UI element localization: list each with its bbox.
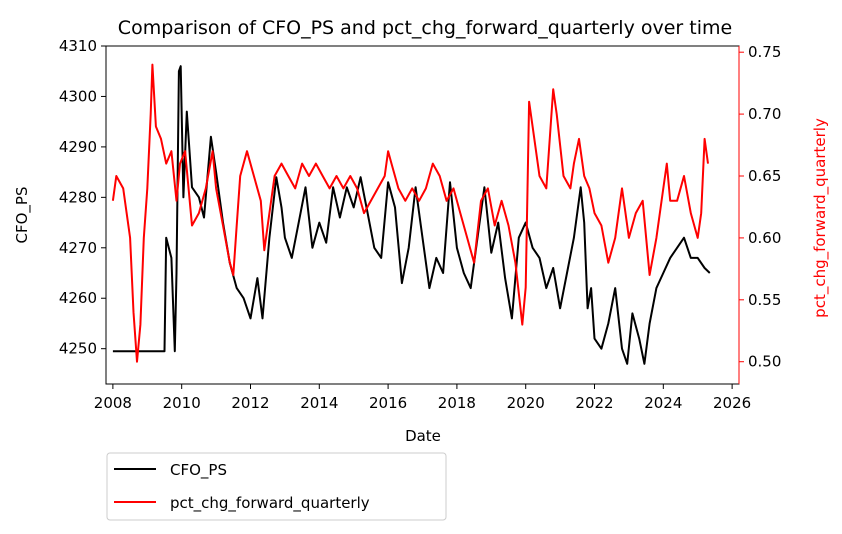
left-y-tick-label: 4260 <box>59 289 97 307</box>
left-y-tick-label: 4300 <box>59 87 97 105</box>
legend-label-cfo-ps: CFO_PS <box>170 461 227 480</box>
x-tick-label: 2026 <box>713 394 751 412</box>
x-axis-ticks: 2008 2010 2012 2014 2016 2018 2020 2022 2024 2026 <box>94 384 751 412</box>
x-tick-label: 2008 <box>94 394 132 412</box>
series-line-1 <box>111 63 709 363</box>
x-tick-label: 2020 <box>507 394 545 412</box>
right-y-axis-title: pct_chg_forward_quarterly <box>811 118 830 318</box>
right-y-tick-label: 0.55 <box>748 291 781 309</box>
x-tick-label: 2022 <box>575 394 613 412</box>
left-y-axis-ticks: 4250 4260 4270 4280 4290 4300 4310 <box>59 37 106 358</box>
x-tick-label: 2010 <box>163 394 201 412</box>
series-line-0 <box>112 65 711 365</box>
left-y-axis-title: CFO_PS <box>13 187 32 244</box>
right-y-tick-label: 0.70 <box>748 105 781 123</box>
chart-title: Comparison of CFO_PS and pct_chg_forward… <box>118 17 732 39</box>
x-tick-label: 2012 <box>231 394 269 412</box>
right-y-tick-label: 0.50 <box>748 353 781 371</box>
left-y-tick-label: 4310 <box>59 37 97 55</box>
left-y-tick-label: 4290 <box>59 138 97 156</box>
x-axis-title: Date <box>405 427 441 445</box>
left-y-tick-label: 4270 <box>59 239 97 257</box>
x-tick-label: 2014 <box>300 394 338 412</box>
left-y-tick-label: 4250 <box>59 340 97 358</box>
right-y-tick-label: 0.65 <box>748 167 781 185</box>
right-y-tick-label: 0.60 <box>748 229 781 247</box>
left-y-tick-label: 4280 <box>59 188 97 206</box>
right-y-axis-ticks: 0.50 0.55 0.60 0.65 0.70 0.75 <box>738 43 781 384</box>
legend-label-pct-chg: pct_chg_forward_quarterly <box>170 494 370 513</box>
x-tick-label: 2018 <box>438 394 476 412</box>
plot-lines <box>111 63 711 365</box>
legend: CFO_PS pct_chg_forward_quarterly <box>106 452 447 521</box>
x-tick-label: 2016 <box>369 394 407 412</box>
legend-box <box>106 452 447 521</box>
x-tick-label: 2024 <box>644 394 682 412</box>
right-y-tick-label: 0.75 <box>748 43 781 61</box>
